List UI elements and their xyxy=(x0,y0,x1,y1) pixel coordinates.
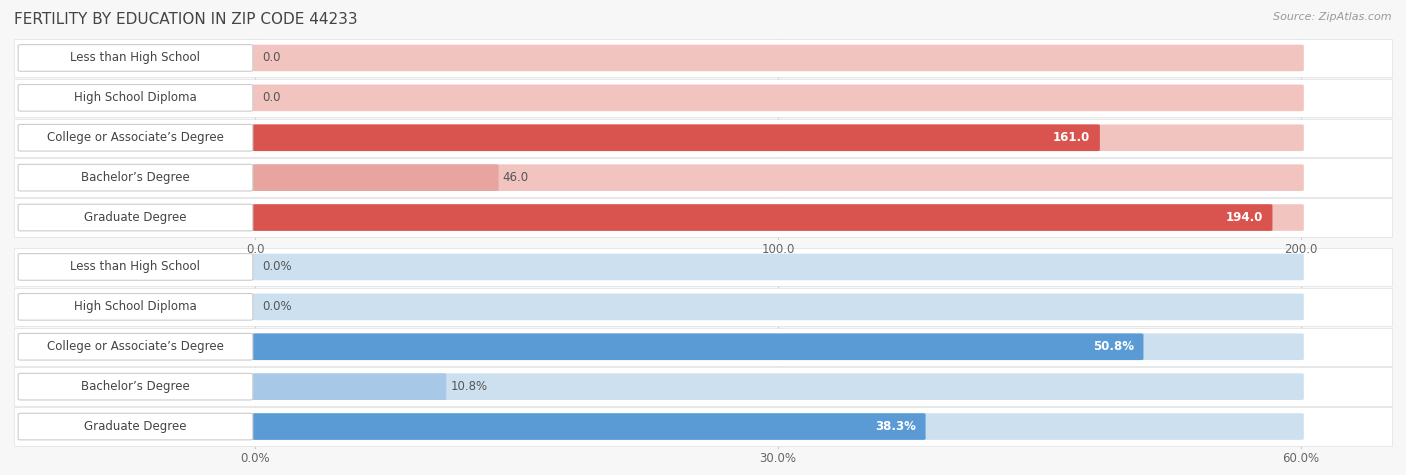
Text: 60.0%: 60.0% xyxy=(1282,453,1320,465)
Text: 46.0: 46.0 xyxy=(503,171,529,184)
Text: 100.0: 100.0 xyxy=(762,244,794,256)
Text: 0.0%: 0.0% xyxy=(262,300,292,314)
Text: College or Associate’s Degree: College or Associate’s Degree xyxy=(46,340,224,353)
Text: 30.0%: 30.0% xyxy=(759,453,797,465)
Text: Bachelor’s Degree: Bachelor’s Degree xyxy=(82,171,190,184)
Text: 0.0: 0.0 xyxy=(262,91,281,104)
Text: Graduate Degree: Graduate Degree xyxy=(84,211,187,224)
Text: High School Diploma: High School Diploma xyxy=(75,91,197,104)
Text: Graduate Degree: Graduate Degree xyxy=(84,420,187,433)
Text: Less than High School: Less than High School xyxy=(70,51,201,65)
Text: 0.0%: 0.0% xyxy=(262,260,292,274)
Text: Source: ZipAtlas.com: Source: ZipAtlas.com xyxy=(1274,12,1392,22)
Text: 0.0: 0.0 xyxy=(262,51,281,65)
Text: 161.0: 161.0 xyxy=(1053,131,1090,144)
Text: 194.0: 194.0 xyxy=(1225,211,1263,224)
Text: 50.8%: 50.8% xyxy=(1092,340,1133,353)
Text: 0.0: 0.0 xyxy=(246,244,264,256)
Text: FERTILITY BY EDUCATION IN ZIP CODE 44233: FERTILITY BY EDUCATION IN ZIP CODE 44233 xyxy=(14,12,357,27)
Text: Less than High School: Less than High School xyxy=(70,260,201,274)
Text: 0.0%: 0.0% xyxy=(240,453,270,465)
Text: 38.3%: 38.3% xyxy=(875,420,915,433)
Text: Bachelor’s Degree: Bachelor’s Degree xyxy=(82,380,190,393)
Text: High School Diploma: High School Diploma xyxy=(75,300,197,314)
Text: College or Associate’s Degree: College or Associate’s Degree xyxy=(46,131,224,144)
Text: 200.0: 200.0 xyxy=(1284,244,1317,256)
Text: 10.8%: 10.8% xyxy=(450,380,488,393)
